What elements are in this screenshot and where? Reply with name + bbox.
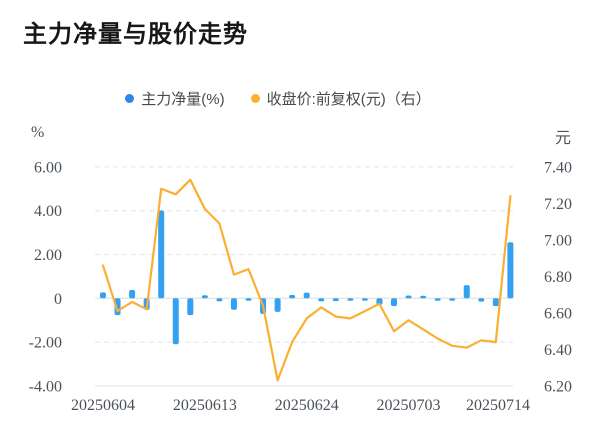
left-axis-tick: 2.00 (34, 247, 62, 264)
volume-bar[interactable] (376, 298, 383, 305)
volume-bar[interactable] (172, 298, 179, 345)
volume-bar[interactable] (420, 295, 427, 299)
volume-bar[interactable] (391, 298, 397, 307)
left-axis-unit: % (31, 124, 45, 141)
legend-label-main-net-volume: 主力净量(%) (141, 91, 225, 108)
volume-bar[interactable] (100, 292, 106, 299)
left-axis-tick: 4.00 (34, 203, 62, 220)
volume-bar[interactable] (245, 298, 252, 301)
x-axis-tick: 20250624 (275, 397, 339, 414)
legend-item-main-net-volume[interactable]: 主力净量(%) (125, 88, 225, 109)
price-line[interactable] (101, 178, 512, 382)
volume-bar[interactable] (361, 298, 368, 301)
yellow-dot-icon (250, 94, 260, 103)
volume-bar[interactable] (492, 298, 499, 307)
chart-legend: 主力净量(%) 收盘价:前复权(元)（右） (0, 88, 578, 109)
volume-bar[interactable] (289, 295, 296, 299)
volume-bar[interactable] (230, 298, 237, 310)
x-axis-tick: 20250714 (466, 397, 530, 414)
right-axis-tick: 7.20 (544, 196, 572, 213)
volume-bar[interactable] (187, 298, 194, 316)
volume-bar[interactable] (129, 289, 136, 299)
volume-bar[interactable] (318, 298, 325, 302)
volume-bar[interactable] (434, 298, 441, 301)
volume-bar[interactable] (507, 242, 514, 299)
blue-dot-icon (125, 94, 135, 103)
right-axis-tick: 6.60 (544, 305, 572, 322)
volume-bar[interactable] (201, 295, 208, 299)
right-axis-unit: 元 (555, 130, 572, 147)
right-axis-tick: 6.20 (544, 378, 572, 395)
volume-bar[interactable] (463, 285, 470, 299)
x-axis-tick: 20250703 (377, 397, 441, 414)
left-axis-tick: -4.00 (29, 378, 62, 395)
chart-title: 主力净量与股价走势 (23, 21, 248, 48)
legend-label-close-price: 收盘价:前复权(元)（右） (266, 91, 431, 108)
volume-bar[interactable] (274, 298, 281, 312)
volume-bar[interactable] (216, 298, 223, 302)
volume-bar[interactable] (405, 295, 412, 299)
left-axis-tick: -2.00 (29, 335, 62, 352)
left-axis-tick: 6.00 (34, 159, 62, 176)
right-axis-tick: 7.40 (544, 159, 572, 176)
volume-bar[interactable] (158, 210, 165, 299)
x-axis-tick: 20250613 (173, 397, 237, 414)
right-axis-tick: 6.40 (544, 342, 572, 359)
left-axis-tick: 0 (54, 291, 62, 308)
x-axis-tick: 20250604 (71, 397, 135, 414)
right-axis-tick: 6.80 (544, 269, 572, 286)
volume-bar[interactable] (332, 298, 339, 302)
volume-bar[interactable] (478, 298, 485, 302)
volume-bar[interactable] (303, 292, 310, 299)
right-axis-tick: 7.00 (544, 232, 572, 249)
legend-item-close-price[interactable]: 收盘价:前复权(元)（右） (250, 88, 431, 109)
volume-bar[interactable] (449, 298, 456, 301)
volume-bar[interactable] (347, 298, 354, 301)
